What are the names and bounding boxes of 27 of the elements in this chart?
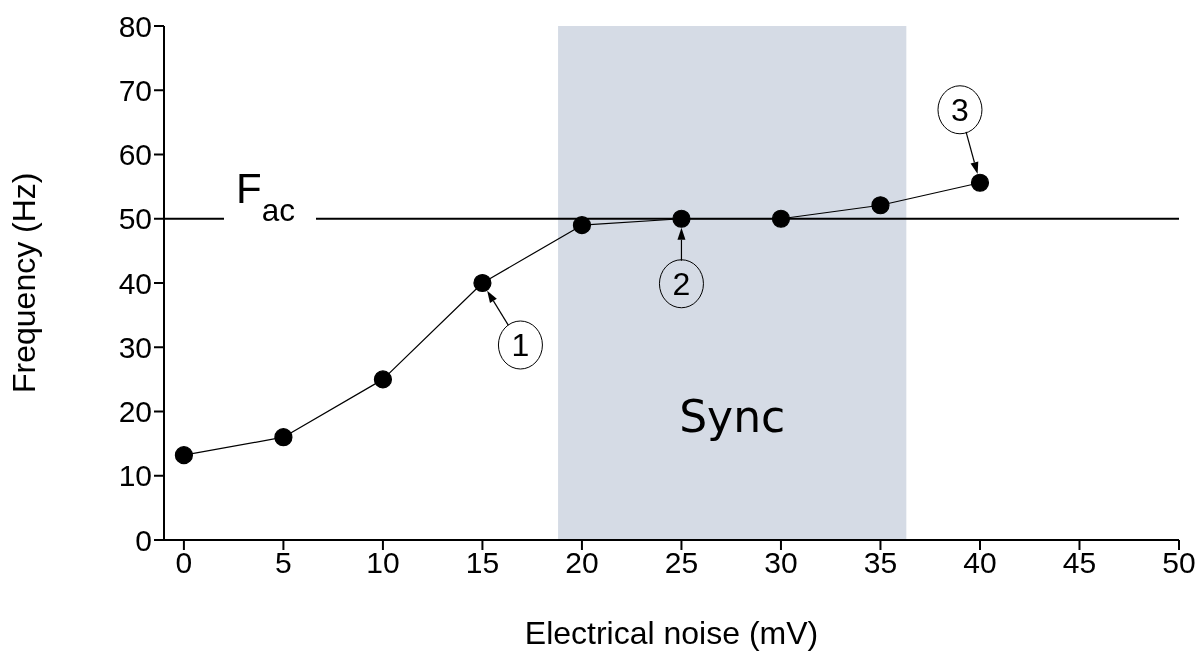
annotation: 3 <box>951 91 969 128</box>
annotation: 1 <box>511 327 530 363</box>
y-tick-label: 0 <box>135 523 152 557</box>
y-tick-label: 40 <box>118 266 152 300</box>
y-tick-label: 50 <box>118 202 152 236</box>
y-tick-label: 30 <box>118 330 152 364</box>
y-tick-label: 60 <box>118 138 152 172</box>
x-tick-label: 40 <box>963 546 997 580</box>
band-label: Sync <box>679 391 786 443</box>
x-tick-label: 50 <box>1162 546 1196 580</box>
annotation: 2 <box>672 265 691 302</box>
x-tick-label: 0 <box>175 546 193 580</box>
x-tick-label: 25 <box>664 546 699 580</box>
x-tick-label: 10 <box>366 546 400 580</box>
ref-line-label: F$_{ac}$ <box>236 164 295 228</box>
x-tick-label: 20 <box>565 546 599 580</box>
y-tick-label: 70 <box>118 73 152 107</box>
y-axis-title: Frequency (Hz) <box>6 172 43 393</box>
y-tick-label: 20 <box>118 395 152 429</box>
x-tick-label: 35 <box>863 546 898 580</box>
y-tick-label: 80 <box>118 9 152 43</box>
x-tick-label: 30 <box>764 546 798 580</box>
x-tick-label: 5 <box>275 546 292 580</box>
y-tick-label: 10 <box>118 459 152 493</box>
x-tick-label: 45 <box>1062 546 1097 580</box>
x-axis-title: Electrical noise (mV) <box>524 615 819 651</box>
x-tick-label: 15 <box>465 546 500 580</box>
